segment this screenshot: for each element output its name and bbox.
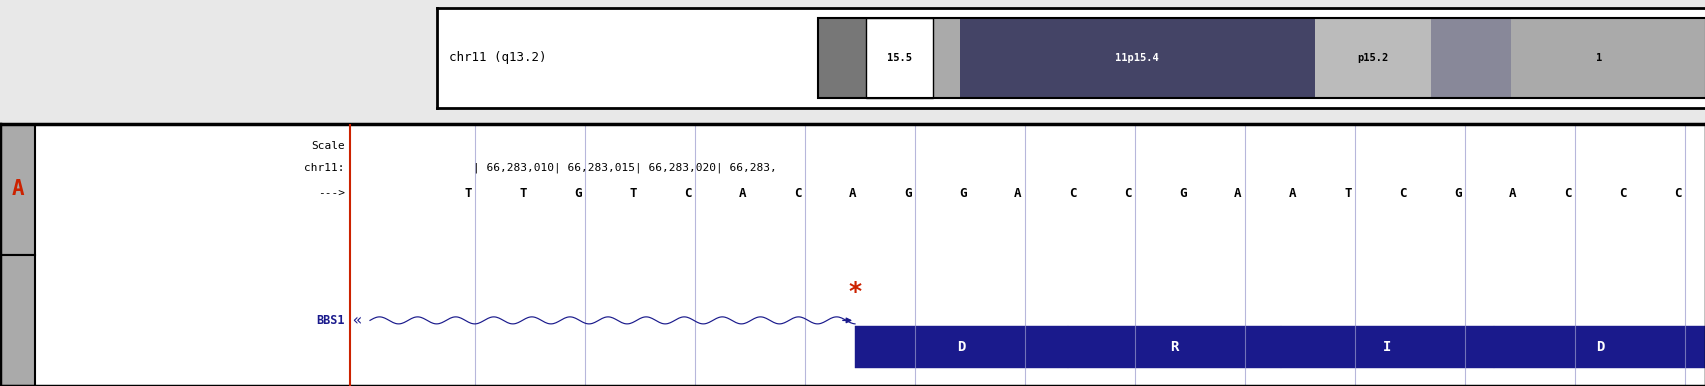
Text: 1: 1 [1596,53,1601,63]
Text: A: A [1509,187,1516,200]
Bar [854,326,1067,368]
Text: Scale: Scale [310,141,344,151]
Text: C: C [1563,187,1570,200]
Text: C: C [684,187,691,200]
Text: R: R [1170,340,1178,354]
Text: I: I [1383,340,1391,354]
Text: G: G [904,187,910,200]
Text: D: D [957,340,965,354]
Text: C: C [1398,187,1407,200]
Text: D: D [1594,340,1603,354]
Text: G: G [575,187,581,200]
Text: p15.2: p15.2 [1357,53,1388,63]
Bar [1494,326,1705,368]
Text: G: G [1178,187,1187,200]
Bar [1067,326,1280,368]
Bar [933,18,960,98]
Text: A: A [738,187,747,200]
Text: A: A [1233,187,1241,200]
Text: «: « [351,313,361,328]
Bar [1430,18,1509,98]
Text: chr11:: chr11: [303,163,344,173]
Text: C: C [1069,187,1076,200]
Bar [817,18,1705,98]
Text: A: A [1289,187,1296,200]
Text: C: C [1673,187,1681,200]
Text: A: A [1014,187,1021,200]
Text: 15.5: 15.5 [887,53,912,63]
Bar [866,18,933,98]
Text: 11p15.4: 11p15.4 [1115,53,1159,63]
Text: T: T [518,187,527,200]
Text: --->: ---> [317,189,344,199]
Bar [0,124,36,255]
Text: C: C [1618,187,1627,200]
Bar [1509,18,1705,98]
Text: *: * [847,280,863,304]
Text: T: T [464,187,472,200]
Text: T: T [1344,187,1350,200]
Bar [1280,326,1494,368]
Text: | 66,283,010| 66,283,015| 66,283,020| 66,283,: | 66,283,010| 66,283,015| 66,283,020| 66… [472,163,776,173]
Text: C: C [1124,187,1130,200]
Text: T: T [629,187,636,200]
Text: C: C [795,187,801,200]
Text: A: A [849,187,856,200]
Bar [1315,18,1430,98]
Text: G: G [1453,187,1461,200]
Bar [866,18,933,98]
Bar [817,18,866,98]
Bar [0,255,36,386]
Text: A: A [12,179,24,199]
Bar [960,18,1315,98]
Text: G: G [958,187,967,200]
Text: chr11 (q13.2): chr11 (q13.2) [448,51,547,64]
Text: BBS1: BBS1 [317,314,344,327]
